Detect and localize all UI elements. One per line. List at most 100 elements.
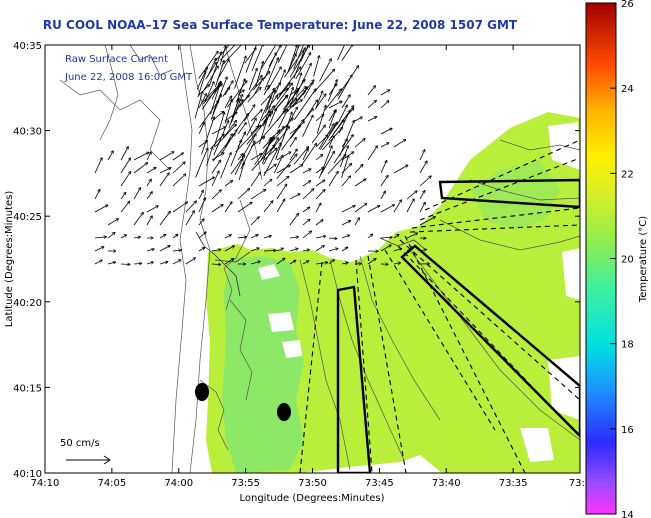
current-vector	[341, 45, 353, 61]
current-vector	[146, 262, 153, 265]
current-vector	[252, 71, 270, 91]
current-vector	[278, 110, 287, 129]
current-vector	[133, 263, 142, 264]
current-vector	[172, 234, 178, 239]
current-vector	[328, 101, 342, 109]
current-vector	[293, 89, 316, 121]
current-vector	[265, 88, 274, 114]
current-vector	[194, 91, 203, 119]
current-vector	[313, 56, 320, 77]
current-vector	[211, 249, 221, 251]
current-vector	[315, 236, 326, 239]
current-vector	[237, 202, 252, 213]
current-vector	[120, 147, 128, 161]
current-vector	[159, 211, 170, 226]
current-vector	[250, 248, 259, 252]
current-vector	[333, 135, 353, 164]
current-vector	[235, 125, 261, 153]
current-vector	[276, 165, 290, 174]
map-title: RU COOL NOAA–17 Sea Surface Temperature:…	[42, 18, 518, 32]
current-vector	[250, 217, 259, 226]
current-vector	[315, 167, 324, 174]
current-vector	[133, 163, 148, 174]
current-vector	[282, 112, 292, 140]
current-vector	[241, 134, 256, 159]
current-vector	[380, 175, 388, 187]
current-vector	[264, 53, 276, 79]
y-tick-label: 40:15	[13, 383, 42, 394]
current-vector	[224, 246, 234, 252]
current-vector	[159, 262, 168, 265]
current-vector	[276, 176, 289, 187]
colorbar-ticks: 26 24 22 20 18 16 14	[610, 0, 634, 518]
current-vector	[341, 206, 355, 213]
current-vector	[289, 194, 300, 200]
current-vector	[393, 263, 401, 264]
current-vector	[273, 155, 283, 174]
current-vector	[380, 90, 390, 96]
current-vector	[354, 218, 359, 226]
current-vector	[133, 152, 149, 161]
current-vector	[289, 126, 300, 135]
current-vector	[238, 162, 244, 180]
current-vector	[260, 45, 277, 70]
current-vector	[380, 245, 391, 252]
y-axis: 40:35 40:30 40:25 40:20 40:15 40:10	[13, 41, 580, 480]
current-vector	[211, 127, 226, 135]
current-vector	[198, 85, 210, 96]
current-vector	[276, 184, 287, 200]
current-vector	[354, 117, 362, 122]
current-vector	[107, 151, 113, 161]
current-vector	[250, 153, 262, 161]
current-vector	[250, 189, 266, 200]
current-vector	[302, 181, 311, 187]
x-tick-label: 73:50	[298, 478, 327, 489]
current-vector	[289, 213, 298, 226]
current-vector	[367, 117, 377, 122]
current-vector	[328, 84, 337, 96]
current-vector	[224, 96, 232, 109]
current-vector	[234, 56, 246, 89]
current-vector	[120, 235, 127, 239]
current-vector	[198, 94, 206, 109]
current-vector	[247, 87, 261, 103]
current-vector	[337, 45, 345, 61]
surface-current-vectors	[94, 45, 435, 265]
x-axis: 74:10 74:05 74:00 73:55 73:50 73:45 73:40 73:35…	[31, 45, 591, 489]
current-vector	[341, 221, 351, 226]
current-vector	[289, 248, 298, 252]
current-vector	[406, 199, 414, 213]
current-vector	[146, 152, 151, 161]
colorbar-label: Temperature (°C)	[638, 216, 649, 303]
current-vector	[224, 112, 237, 122]
current-vector	[250, 261, 260, 265]
current-vector	[367, 206, 380, 213]
current-vector	[315, 189, 325, 200]
x-tick-label: 73:45	[365, 478, 394, 489]
current-vector	[276, 248, 283, 252]
current-vector	[327, 154, 346, 175]
current-vector	[263, 114, 271, 122]
sst-field	[206, 112, 580, 473]
current-vector	[393, 165, 408, 174]
y-axis-label: Latitude (Degrees:Minutes)	[4, 191, 15, 328]
current-vector	[393, 234, 399, 239]
current-vector	[237, 122, 246, 135]
current-vector	[159, 152, 174, 161]
current-vector	[341, 263, 348, 264]
current-vector	[319, 59, 332, 82]
current-vector	[120, 172, 131, 187]
current-vector	[302, 207, 310, 213]
current-vector	[380, 160, 387, 174]
current-vector	[338, 105, 347, 122]
current-vector	[393, 139, 406, 148]
current-vector	[212, 133, 235, 162]
current-vector	[380, 143, 389, 148]
x-tick-label: 74:10	[31, 478, 60, 489]
current-vector	[315, 154, 323, 161]
current-vector	[328, 238, 337, 239]
current-vector	[354, 164, 363, 174]
current-vector	[339, 146, 348, 168]
current-vector	[250, 137, 265, 148]
current-vector	[276, 126, 284, 135]
